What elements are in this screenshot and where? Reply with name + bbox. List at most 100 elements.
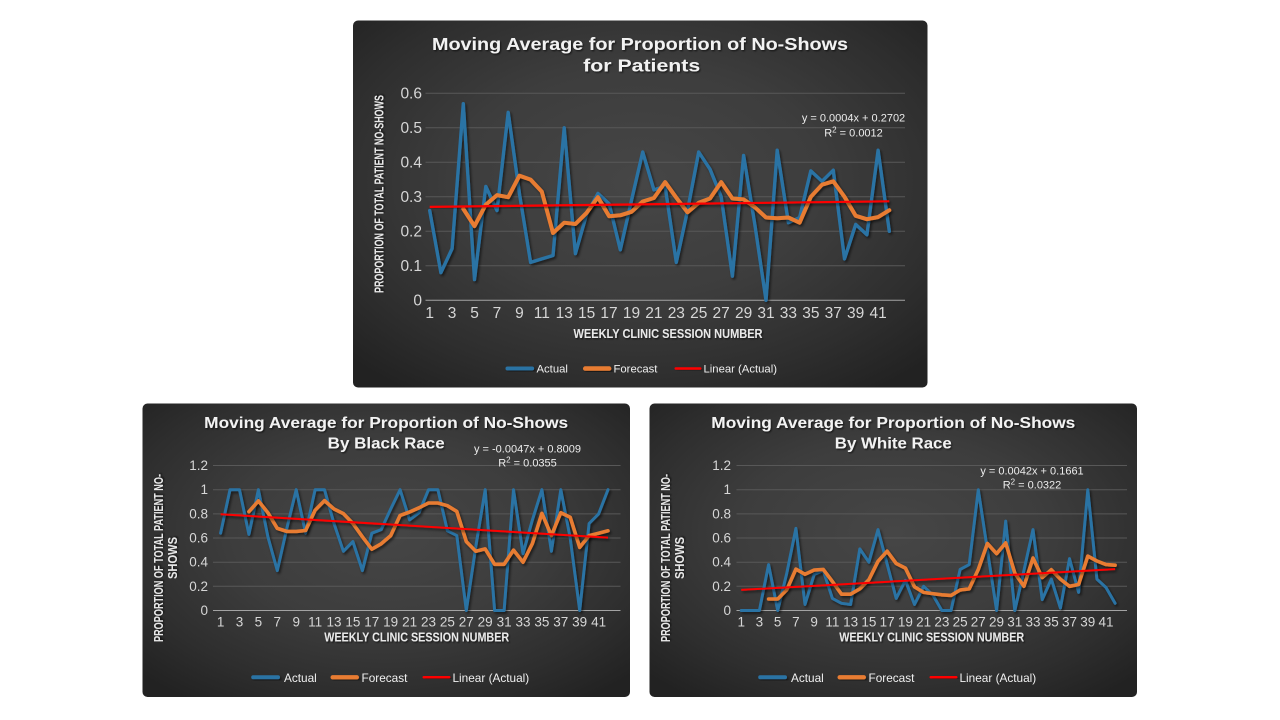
svg-text:31: 31 (757, 305, 774, 322)
svg-text:35: 35 (534, 615, 549, 630)
svg-text:Moving Average for Proportion: Moving Average for Proportion of No-Show… (204, 415, 568, 432)
svg-text:31: 31 (497, 615, 512, 630)
svg-text:0.6: 0.6 (400, 85, 422, 102)
svg-text:17: 17 (364, 615, 379, 630)
svg-text:7: 7 (493, 305, 502, 322)
svg-text:21: 21 (645, 305, 662, 322)
svg-text:5: 5 (774, 615, 782, 630)
svg-text:WEEKLY CLINIC SESSION NUMBER: WEEKLY CLINIC SESSION NUMBER (324, 631, 509, 645)
svg-text:11: 11 (534, 305, 550, 322)
svg-text:9: 9 (810, 615, 818, 630)
svg-text:37: 37 (1062, 615, 1077, 630)
svg-text:7: 7 (792, 615, 800, 630)
svg-text:27: 27 (971, 615, 986, 630)
svg-text:0.2: 0.2 (400, 223, 422, 240)
svg-text:0.4: 0.4 (189, 555, 208, 570)
svg-text:41: 41 (1098, 615, 1113, 630)
svg-text:41: 41 (869, 305, 886, 322)
svg-text:SHOWS: SHOWS (673, 537, 687, 579)
svg-text:35: 35 (1044, 615, 1059, 630)
svg-text:R2 = 0.0322: R2 = 0.0322 (1003, 478, 1062, 492)
svg-text:PROPORTION OF TOTAL PATIENT NO: PROPORTION OF TOTAL PATIENT NO- (659, 474, 673, 642)
svg-text:17: 17 (600, 305, 617, 322)
svg-text:25: 25 (953, 615, 968, 630)
svg-text:By Black Race: By Black Race (328, 436, 445, 453)
svg-text:Moving Average for Proportion: Moving Average for Proportion of No-Show… (432, 34, 848, 54)
svg-text:15: 15 (345, 615, 360, 630)
svg-text:0: 0 (723, 603, 731, 618)
svg-text:25: 25 (690, 305, 707, 322)
svg-text:33: 33 (1026, 615, 1041, 630)
svg-text:23: 23 (421, 615, 436, 630)
svg-text:1: 1 (200, 482, 208, 497)
svg-text:0.8: 0.8 (712, 506, 731, 521)
svg-text:9: 9 (292, 615, 300, 630)
svg-text:19: 19 (383, 615, 398, 630)
svg-text:23: 23 (934, 615, 949, 630)
svg-text:PROPORTION OF TOTAL PATIENT NO: PROPORTION OF TOTAL PATIENT NO-SHOWS (372, 95, 387, 293)
svg-text:0.8: 0.8 (189, 506, 208, 521)
svg-text:15: 15 (861, 615, 876, 630)
svg-text:0.6: 0.6 (712, 531, 731, 546)
svg-text:1: 1 (737, 615, 745, 630)
svg-text:29: 29 (989, 615, 1004, 630)
svg-text:0.4: 0.4 (400, 154, 422, 171)
svg-text:7: 7 (274, 615, 282, 630)
svg-text:9: 9 (515, 305, 524, 322)
svg-text:Linear (Actual): Linear (Actual) (704, 364, 778, 376)
svg-text:Forecast: Forecast (869, 671, 916, 685)
svg-text:11: 11 (308, 615, 322, 630)
svg-text:0.6: 0.6 (189, 531, 208, 546)
svg-text:y = 0.0004x + 0.2702: y = 0.0004x + 0.2702 (802, 113, 905, 125)
svg-text:13: 13 (556, 305, 573, 322)
svg-text:y = 0.0042x + 0.1661: y = 0.0042x + 0.1661 (980, 466, 1083, 478)
svg-text:0: 0 (413, 292, 422, 309)
svg-text:13: 13 (326, 615, 341, 630)
svg-text:0: 0 (200, 603, 208, 618)
svg-text:R2 = 0.0355: R2 = 0.0355 (498, 456, 557, 470)
svg-text:By White Race: By White Race (835, 436, 952, 453)
svg-text:Actual: Actual (537, 364, 568, 376)
svg-text:3: 3 (236, 615, 244, 630)
svg-text:0.3: 0.3 (400, 189, 422, 206)
svg-text:Linear (Actual): Linear (Actual) (960, 671, 1037, 685)
svg-text:27: 27 (713, 305, 730, 322)
svg-text:Actual: Actual (284, 671, 317, 685)
svg-text:15: 15 (578, 305, 595, 322)
svg-text:39: 39 (1080, 615, 1095, 630)
svg-text:0.2: 0.2 (189, 579, 208, 594)
svg-text:WEEKLY CLINIC SESSION NUMBER: WEEKLY CLINIC SESSION NUMBER (839, 631, 1024, 645)
svg-text:39: 39 (572, 615, 587, 630)
svg-text:3: 3 (448, 305, 457, 322)
svg-text:for Patients: for Patients (583, 56, 700, 76)
svg-text:0.2: 0.2 (712, 579, 731, 594)
svg-text:PROPORTION OF TOTAL PATIENT NO: PROPORTION OF TOTAL PATIENT NO- (152, 474, 166, 642)
svg-text:5: 5 (255, 615, 263, 630)
svg-text:17: 17 (880, 615, 895, 630)
svg-text:27: 27 (459, 615, 474, 630)
svg-text:Forecast: Forecast (614, 364, 659, 376)
svg-text:13: 13 (843, 615, 858, 630)
svg-text:WEEKLY CLINIC SESSION NUMBER: WEEKLY CLINIC SESSION NUMBER (574, 326, 764, 341)
svg-text:21: 21 (916, 615, 931, 630)
svg-text:1.2: 1.2 (712, 458, 731, 473)
svg-text:1: 1 (425, 305, 434, 322)
svg-text:SHOWS: SHOWS (166, 537, 180, 579)
svg-text:19: 19 (898, 615, 913, 630)
svg-text:5: 5 (470, 305, 479, 322)
svg-text:0.1: 0.1 (400, 258, 422, 275)
svg-text:41: 41 (591, 615, 606, 630)
svg-text:29: 29 (735, 305, 752, 322)
svg-text:37: 37 (825, 305, 842, 322)
svg-text:11: 11 (825, 615, 839, 630)
svg-text:1: 1 (217, 615, 225, 630)
svg-text:37: 37 (553, 615, 568, 630)
svg-text:31: 31 (1007, 615, 1022, 630)
svg-text:Forecast: Forecast (362, 671, 409, 685)
svg-text:21: 21 (402, 615, 417, 630)
svg-text:33: 33 (515, 615, 530, 630)
svg-text:23: 23 (668, 305, 685, 322)
svg-text:Moving Average for Proportion: Moving Average for Proportion of No-Show… (711, 415, 1075, 432)
svg-text:39: 39 (847, 305, 864, 322)
svg-text:0.4: 0.4 (712, 555, 731, 570)
